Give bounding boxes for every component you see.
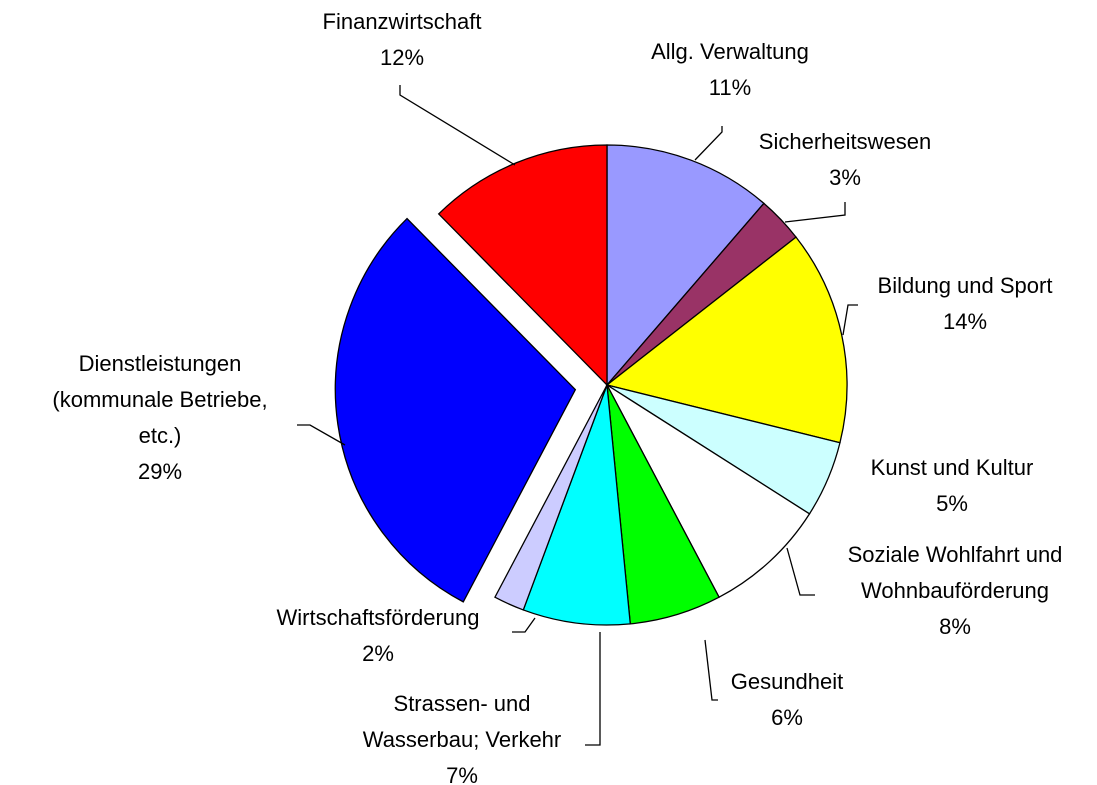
category-label: Finanzwirtschaft <box>322 9 482 34</box>
pie-slice <box>605 383 811 599</box>
value-label: 7% <box>446 763 478 785</box>
slice-label: Bildung und Sport 14% <box>805 268 1097 340</box>
value-label: 8% <box>939 614 971 639</box>
slice-label: Sicherheitswesen 3% <box>685 124 1005 196</box>
slice-label: Strassen- und Wasserbau; Verkehr 7% <box>302 686 622 785</box>
value-label: 5% <box>936 491 968 516</box>
value-label: 11% <box>708 75 752 100</box>
category-label: Strassen- und Wasserbau; Verkehr <box>362 691 562 752</box>
slice-label: Soziale Wohlfahrt und Wohnbauförderung 8% <box>795 537 1097 645</box>
pie-slice <box>605 236 848 444</box>
category-label: Soziale Wohlfahrt und Wohnbauförderung <box>847 542 1063 603</box>
leader-line <box>399 85 516 166</box>
value-label: 14% <box>942 309 988 334</box>
leader-line <box>704 639 718 701</box>
pie-slice <box>606 144 765 387</box>
slice-label: Gesundheit 6% <box>627 664 947 736</box>
value-label: 2% <box>362 641 394 666</box>
value-label: 6% <box>771 705 803 730</box>
pie-slice <box>437 144 608 387</box>
category-label: Wirtschaftsförderung <box>276 605 480 630</box>
leader-line <box>842 304 858 336</box>
value-label: 29% <box>137 459 183 484</box>
pie-slice <box>334 217 577 603</box>
pie-slice <box>494 384 608 611</box>
slice-label: Dienstleistungen (kommunale Betriebe, et… <box>0 346 320 490</box>
category-label: Allg. Verwaltung <box>651 39 809 64</box>
slice-label: Wirtschaftsförderung 2% <box>218 600 538 672</box>
pie-slice <box>522 384 631 626</box>
value-label: 3% <box>829 165 861 190</box>
leader-line <box>784 202 846 223</box>
slice-label: Kunst und Kultur 5% <box>792 450 1097 522</box>
category-label: Kunst und Kultur <box>870 455 1034 480</box>
category-label: Bildung und Sport <box>877 273 1053 298</box>
leader-line <box>786 547 815 596</box>
leader-line <box>297 424 346 446</box>
leader-line <box>585 632 601 746</box>
slice-label: Allg. Verwaltung 11% <box>570 34 890 106</box>
slice-label: Finanzwirtschaft 12% <box>242 4 562 76</box>
category-label: Sicherheitswesen <box>758 129 932 154</box>
leader-line <box>694 126 723 161</box>
category-label: Gesundheit <box>730 669 844 694</box>
category-label: Dienstleistungen (kommunale Betriebe, et… <box>52 351 268 448</box>
leader-line <box>512 617 536 633</box>
value-label: 12% <box>379 45 425 70</box>
